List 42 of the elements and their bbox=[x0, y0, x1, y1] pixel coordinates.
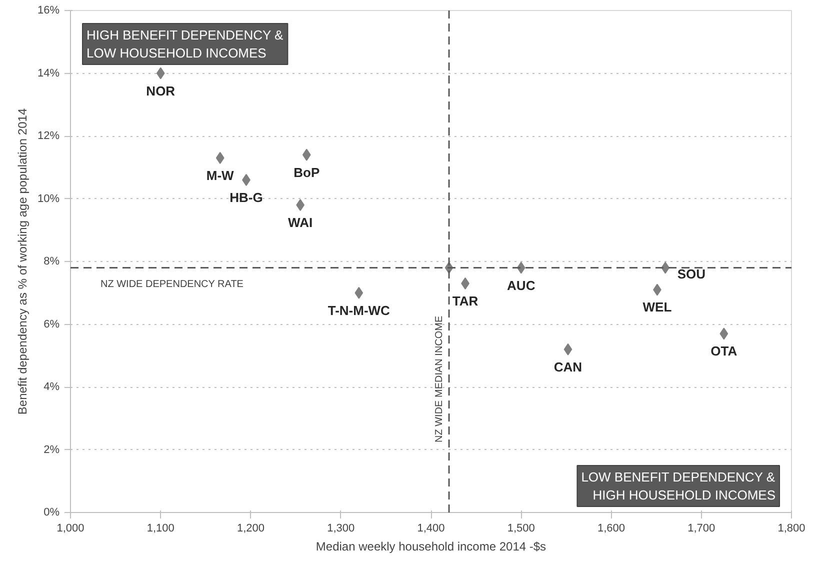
y-tick-label: 14% bbox=[37, 67, 60, 80]
annotation: T-N-M-WC bbox=[328, 302, 391, 318]
annotation: NOR bbox=[146, 83, 176, 98]
x-axis-title: Median weekly household income 2014 -$s bbox=[316, 540, 546, 554]
x-tick-label: 1,200 bbox=[236, 522, 265, 534]
ref-line-label: NZ WIDE DEPENDENCY RATE bbox=[100, 278, 244, 290]
annotation: WEL bbox=[642, 300, 672, 315]
y-tick-label: 16% bbox=[37, 4, 60, 16]
point bbox=[720, 328, 728, 340]
annotation: AUC bbox=[507, 278, 536, 293]
annotation: HB-G bbox=[230, 190, 263, 205]
y-tick-label: 12% bbox=[37, 130, 60, 142]
x-tick-label: 1,600 bbox=[597, 522, 626, 534]
point bbox=[564, 343, 572, 356]
ref-line-label: NZ WIDE MEDIAN INCOME bbox=[434, 316, 446, 442]
x-tick-label: 1,400 bbox=[417, 522, 445, 534]
x-tick-label: 1,000 bbox=[56, 522, 84, 534]
y-tick-label: 4% bbox=[44, 381, 60, 393]
x-tick-label: 1,700 bbox=[688, 522, 716, 534]
annotation: BoP bbox=[294, 164, 320, 180]
x-tick-label: 1,300 bbox=[327, 522, 355, 534]
annotation: CAN bbox=[554, 359, 582, 374]
point bbox=[156, 67, 165, 80]
y-tick-label: 6% bbox=[44, 318, 60, 330]
y-tick-label: 2% bbox=[44, 444, 60, 456]
annotation: SOU bbox=[677, 266, 706, 282]
x-tick-label: 1,500 bbox=[507, 522, 535, 534]
annotation: LOW BENEFIT DEPENDENCY & HIGH HOUSEHOLD INCOMES bbox=[581, 470, 776, 502]
y-tick-label: 10% bbox=[37, 192, 60, 205]
annotation: WAI bbox=[288, 215, 313, 230]
point bbox=[354, 286, 364, 299]
annotation: HIGH BENEFIT DEPENDENCY & LOW HOUSEHOLD INCOMES bbox=[86, 28, 284, 60]
annotation: TAR bbox=[452, 293, 479, 308]
annotation: M-W bbox=[206, 168, 235, 183]
y-tick-label: 8% bbox=[44, 256, 60, 268]
y-axis-title: Benefit dependency as % of working age population 2014 bbox=[15, 108, 30, 415]
x-tick-label: 1,100 bbox=[146, 522, 174, 534]
annotation: OTA bbox=[710, 344, 738, 359]
point bbox=[216, 152, 224, 164]
x-tick-label: 1,800 bbox=[778, 522, 806, 534]
point bbox=[302, 148, 311, 161]
y-tick-label: 0% bbox=[44, 506, 60, 518]
